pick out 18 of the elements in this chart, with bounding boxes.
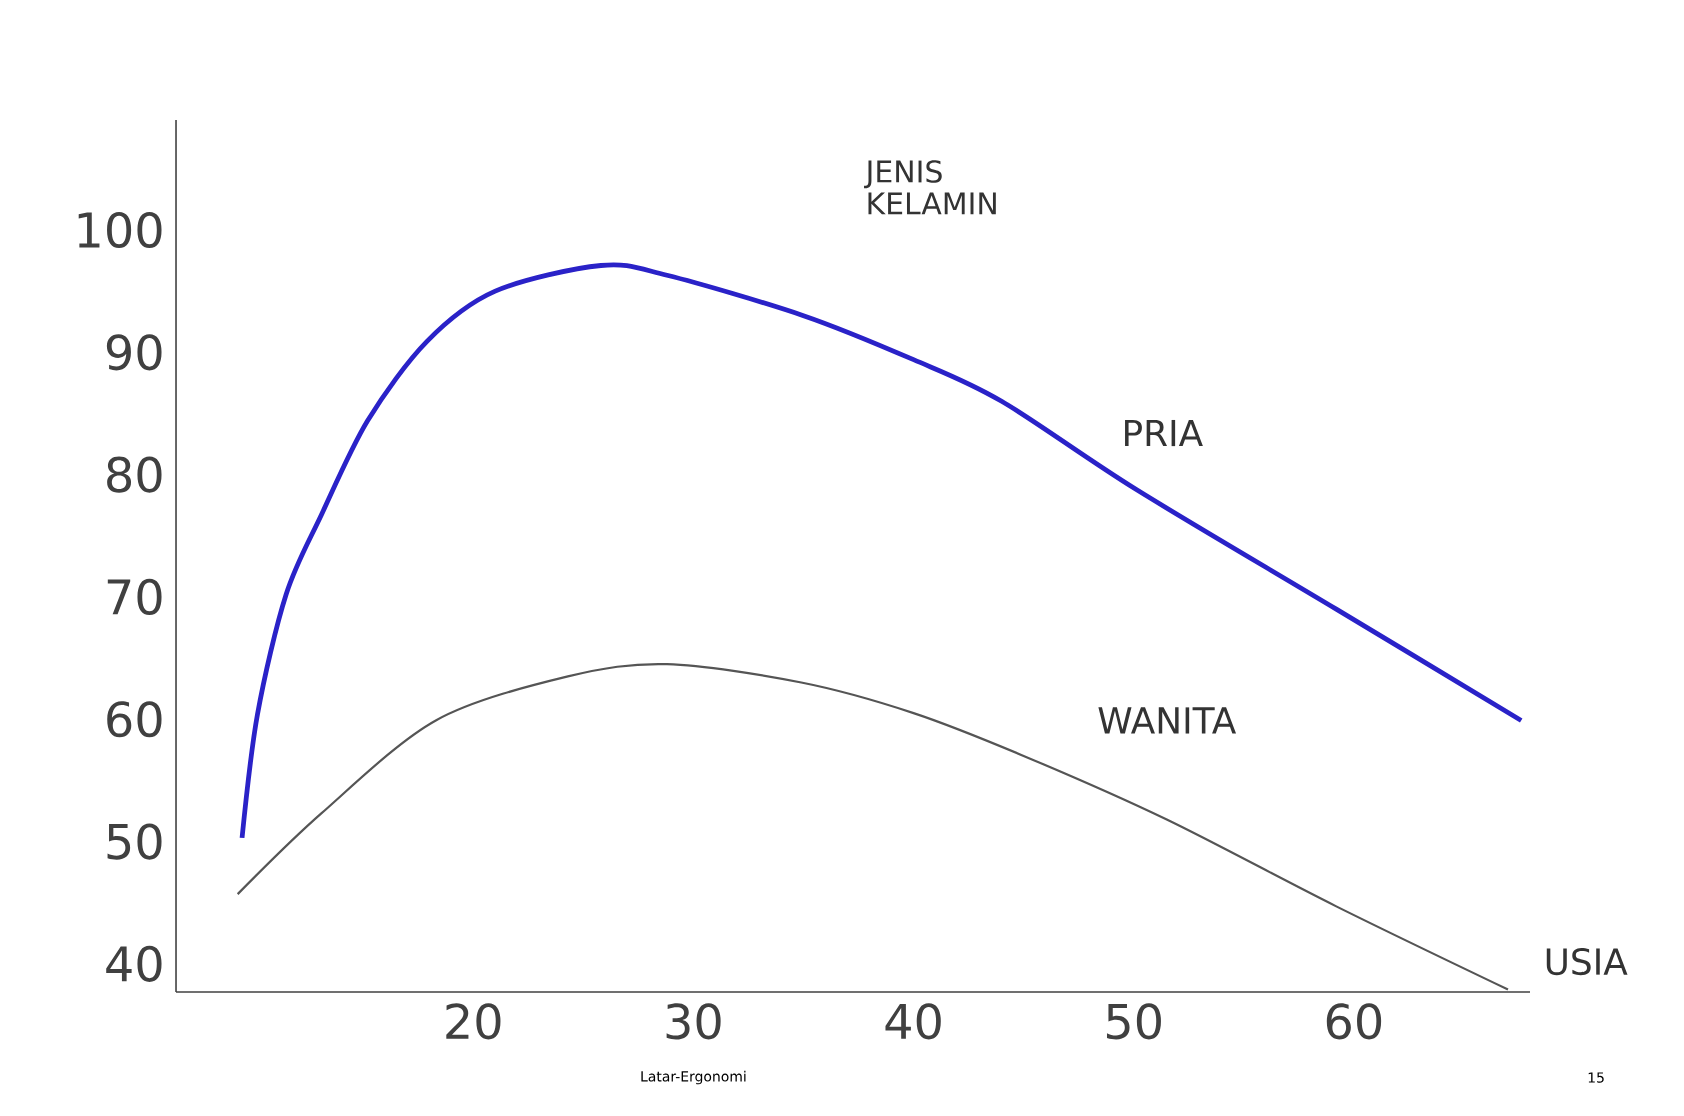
y-tick-label: 90 — [106, 334, 162, 371]
y-tick-label: 40 — [106, 945, 162, 982]
y-tick-label: 70 — [107, 578, 162, 616]
y-tick-label: 80 — [107, 456, 162, 493]
x-tick-label: 50 — [1106, 1003, 1161, 1040]
line-series — [236, 663, 1510, 991]
legend-title: JENIS KELAMIN — [864, 160, 996, 215]
x-tick-label: 20 — [446, 1003, 501, 1040]
x-tick-label: 40 — [885, 1003, 941, 1040]
y-tick-label: 50 — [107, 823, 162, 860]
y-tick-label: 60 — [107, 701, 162, 738]
x-tick-label: 30 — [666, 1003, 721, 1040]
line-series — [239, 262, 1524, 841]
y-tick-label: 100 — [78, 211, 162, 249]
series-label: WANITA — [1098, 707, 1237, 734]
series-label: PRIA — [1125, 419, 1203, 447]
x-axis-title: USIA — [1546, 948, 1628, 976]
x-tick-label: 60 — [1326, 1003, 1382, 1040]
